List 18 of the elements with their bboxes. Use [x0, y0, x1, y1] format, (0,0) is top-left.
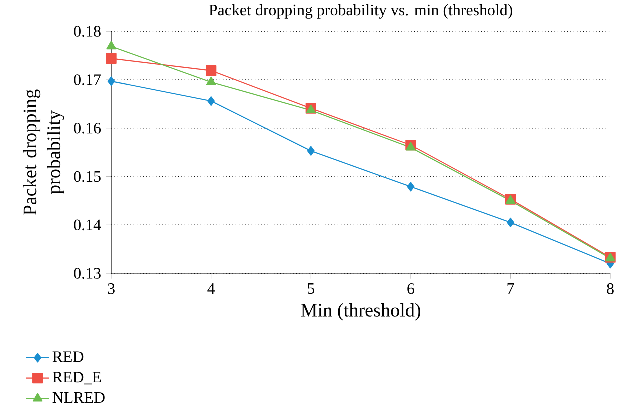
x-tick-label: 7: [508, 284, 514, 294]
y-tick-label: 0.15: [74, 172, 101, 182]
x-tick-label: 8: [607, 284, 614, 295]
y-tick-label: 0.16: [74, 123, 102, 134]
y-tick-label: 0.17: [74, 74, 102, 86]
x-tick-label: 6: [408, 284, 414, 294]
y-tick-label: 0.13: [74, 268, 101, 280]
legend-label: RED: [52, 352, 84, 362]
legend-label: RED_E: [52, 372, 102, 385]
chart-title: Packet dropping probability vs. min (threshold): [209, 4, 512, 20]
x-axis-title: Min (threshold): [301, 304, 421, 322]
x-tick-label: 3: [108, 284, 115, 294]
y-tick-label: 0.14: [74, 220, 102, 231]
y-axis-title: Packet dropping probability: [23, 90, 64, 216]
x-tick-label: 4: [208, 284, 216, 294]
x-tick-label: 5: [308, 284, 315, 294]
legend-label: NLRED: [52, 392, 105, 404]
y-tick-label: 0.18: [74, 26, 101, 38]
